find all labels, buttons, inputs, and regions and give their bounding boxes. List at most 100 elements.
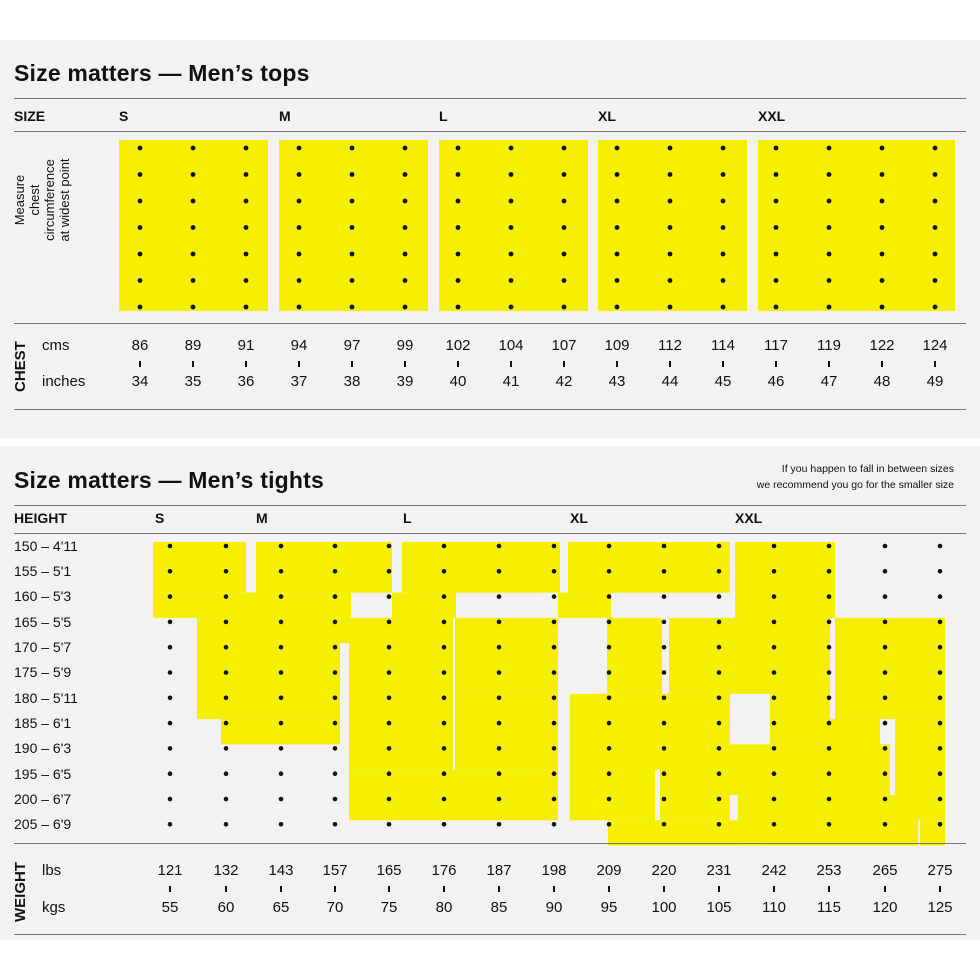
grid-dot xyxy=(932,304,938,310)
size-region xyxy=(570,693,655,821)
grid-dot xyxy=(614,145,620,151)
scale-tick xyxy=(192,361,194,367)
grid-dot xyxy=(167,695,173,701)
grid-dot xyxy=(561,278,567,283)
size-block xyxy=(279,140,428,311)
grid-dot xyxy=(508,198,514,204)
grid-dot xyxy=(826,796,832,802)
size-region xyxy=(835,617,945,720)
scale-tick xyxy=(280,886,282,892)
size-s-label: S xyxy=(155,510,165,526)
grid-dot xyxy=(551,569,557,574)
grid-dot xyxy=(882,771,888,776)
grid-dot xyxy=(386,771,392,776)
grid-dot xyxy=(661,720,667,726)
grid-dot xyxy=(771,619,777,625)
lbs-value: 132 xyxy=(213,862,239,879)
tights-title: Size matters — Men’s tights xyxy=(14,467,325,493)
grid-dot xyxy=(278,796,284,802)
grid-dot xyxy=(826,619,832,625)
lbs-value: 165 xyxy=(376,862,402,879)
height-row: 200 – 6'7 xyxy=(14,791,72,807)
size-l-label: L xyxy=(403,510,412,526)
grid-dot xyxy=(243,278,249,283)
grid-dot xyxy=(441,720,447,726)
grid-dot xyxy=(826,172,832,177)
lbs-value: 220 xyxy=(651,862,677,879)
grid-dot xyxy=(667,225,673,230)
grid-dot xyxy=(402,251,408,257)
grid-dot xyxy=(882,644,888,650)
scale-tick xyxy=(608,886,610,892)
grid-dot xyxy=(332,796,338,802)
grid-dot xyxy=(190,198,196,204)
grid-dot xyxy=(606,543,612,549)
grid-dot xyxy=(561,225,567,230)
grid-dot xyxy=(386,695,392,701)
grid-dot xyxy=(243,172,249,177)
grid-dot xyxy=(278,822,284,827)
scale-tick xyxy=(718,886,720,892)
inches-value: 43 xyxy=(608,373,626,390)
size-region xyxy=(283,617,351,644)
grid-dot xyxy=(508,304,514,310)
scale-tick xyxy=(298,361,300,367)
grid-dot xyxy=(882,720,888,726)
measure-line: chest xyxy=(27,184,42,216)
grid-dot xyxy=(771,594,777,599)
scale-tick xyxy=(553,886,555,892)
grid-dot xyxy=(496,644,502,650)
grid-dot xyxy=(826,145,832,151)
grid-dot xyxy=(771,746,777,751)
grid-dot xyxy=(826,695,832,701)
grid-dot xyxy=(667,172,673,177)
grid-dot xyxy=(551,695,557,701)
grid-dot xyxy=(496,569,502,574)
grid-dot xyxy=(441,746,447,751)
grid-dot xyxy=(667,145,673,151)
inches-value: 35 xyxy=(184,373,202,390)
grid-dot xyxy=(349,145,355,151)
grid-dot xyxy=(614,198,620,204)
height-row: 180 – 5'11 xyxy=(14,690,78,706)
grid-dot xyxy=(508,251,514,257)
grid-dot xyxy=(937,822,943,827)
grid-dot xyxy=(455,225,461,230)
grid-dot xyxy=(386,543,392,549)
grid-dot xyxy=(455,172,461,177)
grid-dot xyxy=(296,304,302,310)
cms-value: 114 xyxy=(711,337,735,354)
grid-dot xyxy=(296,278,302,283)
grid-dot xyxy=(296,198,302,204)
grid-dot xyxy=(826,304,832,310)
grid-dot xyxy=(661,619,667,625)
grid-dot xyxy=(349,251,355,257)
cms-value: 91 xyxy=(237,337,255,354)
grid-dot xyxy=(496,619,502,625)
grid-dot xyxy=(771,822,777,827)
height-row: 150 – 4'11 xyxy=(14,538,78,554)
grid-dot xyxy=(402,145,408,151)
size-region xyxy=(455,617,506,694)
grid-dot xyxy=(223,619,229,625)
grid-dot xyxy=(496,594,502,599)
divider xyxy=(14,409,966,410)
grid-dot xyxy=(551,543,557,549)
scale-tick xyxy=(773,886,775,892)
grid-dot xyxy=(332,822,338,827)
grid-dot xyxy=(167,619,173,625)
grid-dot xyxy=(606,569,612,574)
grid-dot xyxy=(667,278,673,283)
cms-value: 124 xyxy=(922,337,948,354)
grid-dot xyxy=(190,304,196,310)
grid-dot xyxy=(496,746,502,751)
sizing-note-line: we recommend you go for the smaller size xyxy=(756,479,954,491)
grid-dot xyxy=(771,644,777,650)
grid-dot xyxy=(190,225,196,230)
grid-dot xyxy=(773,198,779,204)
cms-label: cms xyxy=(42,337,70,354)
grid-dot xyxy=(296,145,302,151)
scale-tick xyxy=(828,886,830,892)
grid-dot xyxy=(167,543,173,549)
grid-dot xyxy=(716,796,722,802)
